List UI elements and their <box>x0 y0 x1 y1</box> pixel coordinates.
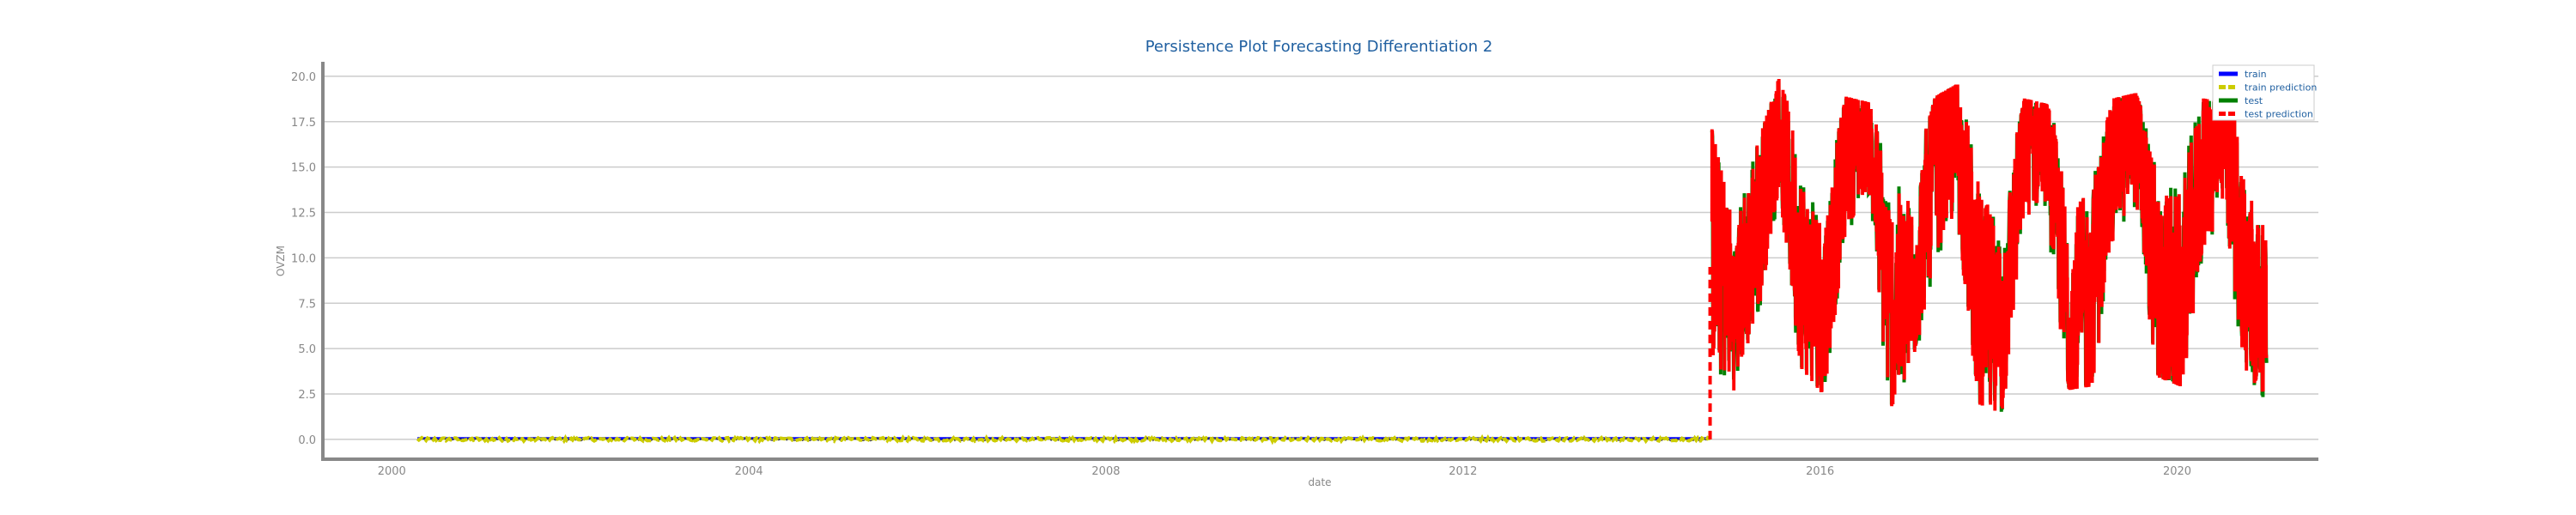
x-axis-label: date <box>1308 476 1331 488</box>
x-tick-label: 2004 <box>735 465 763 478</box>
y-tick-label: 7.5 <box>298 298 316 311</box>
plot-area <box>416 79 2269 445</box>
x-tick-label: 2008 <box>1091 465 1120 478</box>
grid <box>325 76 2318 440</box>
y-tick-label: 0.0 <box>298 434 316 447</box>
y-tick-label: 15.0 <box>291 162 316 175</box>
y-tick-label: 17.5 <box>291 117 316 130</box>
y-tick-label: 2.5 <box>298 389 316 402</box>
x-tick-label: 2012 <box>1449 465 1477 478</box>
legend-label: test prediction <box>2245 109 2313 120</box>
series-train-prediction-line <box>416 433 1711 445</box>
x-tick-label: 2016 <box>1806 465 1834 478</box>
chart-title: Persistence Plot Forecasting Differentia… <box>1145 38 1493 56</box>
y-tick-label: 20.0 <box>291 71 316 84</box>
y-tick-label: 5.0 <box>298 343 316 356</box>
y-axis-label: OVZM <box>275 245 287 276</box>
series-test-prediction-line <box>1710 79 2269 411</box>
x-axis-ticks: 2000 2004 2008 2012 2016 2020 <box>378 465 2191 478</box>
y-tick-label: 10.0 <box>291 252 316 265</box>
x-tick-label: 2000 <box>378 465 406 478</box>
legend-label: test <box>2245 95 2263 106</box>
y-tick-label: 12.5 <box>291 208 316 221</box>
legend-label: train <box>2245 69 2267 80</box>
legend-label: train prediction <box>2245 82 2317 94</box>
x-tick-label: 2020 <box>2163 465 2191 478</box>
y-axis-ticks: 0.0 2.5 5.0 7.5 10.0 12.5 15.0 17.5 20.0 <box>291 71 316 447</box>
